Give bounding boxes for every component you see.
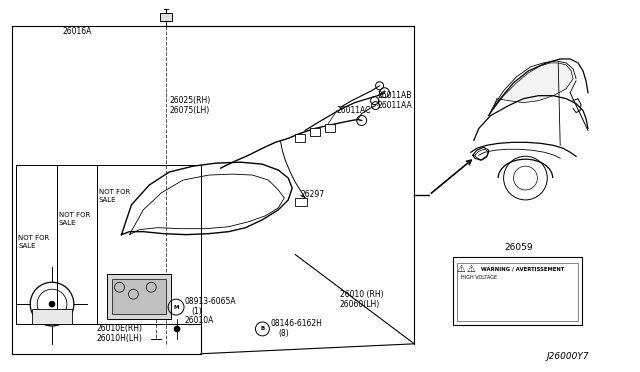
Text: ⚠: ⚠ [456,264,465,275]
Text: 26060(LH): 26060(LH) [340,299,380,309]
Text: B: B [260,326,264,331]
Text: J26000Y7: J26000Y7 [547,352,589,361]
Text: 26010A: 26010A [184,317,213,326]
Text: NOT FOR: NOT FOR [99,189,130,195]
Text: NOT FOR: NOT FOR [59,212,90,218]
Text: 26010E(RH): 26010E(RH) [97,324,143,333]
Text: M: M [173,305,179,310]
Polygon shape [493,63,573,109]
Bar [325,125,335,132]
Text: (1): (1) [191,307,202,315]
Text: 26011AC: 26011AC [337,106,371,115]
Circle shape [49,301,55,307]
Bar [310,128,320,137]
Text: 26297: 26297 [300,190,324,199]
Text: 26075(LH): 26075(LH) [169,106,209,115]
Text: HIGH VOLTAGE: HIGH VOLTAGE [461,275,497,280]
Text: 26010H(LH): 26010H(LH) [97,334,143,343]
Text: 08146-6162H: 08146-6162H [270,320,323,328]
Text: SALE: SALE [99,197,116,203]
Text: 26016A: 26016A [62,27,92,36]
Text: 26025(RH): 26025(RH) [169,96,211,105]
Bar [160,13,172,21]
Bar [32,309,72,324]
Text: 26011AB: 26011AB [378,91,412,100]
Text: ⚠: ⚠ [467,264,476,275]
Bar [457,263,578,321]
Circle shape [174,326,180,332]
Bar [295,198,307,206]
Text: WARNING / AVERTISSEMENT: WARNING / AVERTISSEMENT [481,267,564,272]
Text: 26010 (RH): 26010 (RH) [340,290,383,299]
Bar [111,279,166,314]
Text: (8): (8) [278,329,289,339]
Text: SALE: SALE [59,220,76,226]
Text: 26059: 26059 [504,243,533,252]
Bar [453,257,582,325]
Text: 08913-6065A: 08913-6065A [184,296,236,306]
Text: 26011AA: 26011AA [378,101,412,110]
Text: SALE: SALE [19,243,36,248]
Text: NOT FOR: NOT FOR [19,235,49,241]
Bar [295,134,305,142]
Bar [107,274,171,319]
